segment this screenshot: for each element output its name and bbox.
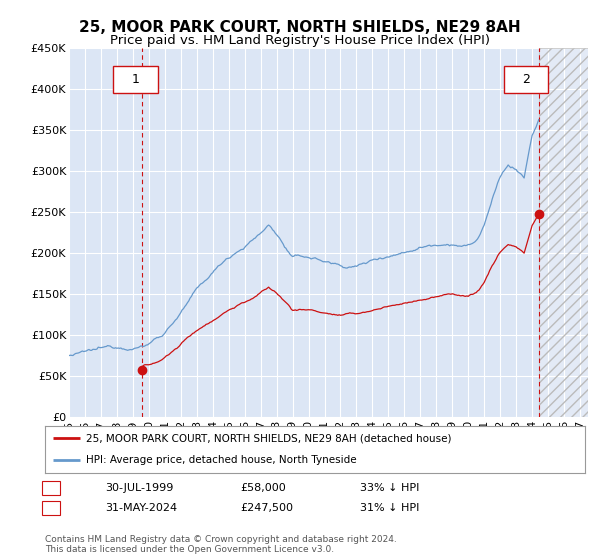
Bar	[539, 48, 588, 417]
Text: 2: 2	[47, 503, 55, 513]
Text: £58,000: £58,000	[240, 483, 286, 493]
Text: 31% ↓ HPI: 31% ↓ HPI	[360, 503, 419, 513]
Text: Price paid vs. HM Land Registry's House Price Index (HPI): Price paid vs. HM Land Registry's House …	[110, 34, 490, 46]
FancyBboxPatch shape	[503, 67, 548, 93]
Text: 2: 2	[522, 73, 530, 86]
Text: 1: 1	[132, 73, 140, 86]
FancyBboxPatch shape	[113, 67, 158, 93]
Text: 25, MOOR PARK COURT, NORTH SHIELDS, NE29 8AH (detached house): 25, MOOR PARK COURT, NORTH SHIELDS, NE29…	[86, 433, 451, 444]
Text: £247,500: £247,500	[240, 503, 293, 513]
Text: 1: 1	[47, 483, 55, 493]
Text: HPI: Average price, detached house, North Tyneside: HPI: Average price, detached house, Nort…	[86, 455, 356, 465]
Text: 25, MOOR PARK COURT, NORTH SHIELDS, NE29 8AH: 25, MOOR PARK COURT, NORTH SHIELDS, NE29…	[79, 20, 521, 35]
Text: 33% ↓ HPI: 33% ↓ HPI	[360, 483, 419, 493]
Text: 31-MAY-2024: 31-MAY-2024	[105, 503, 177, 513]
Text: Contains HM Land Registry data © Crown copyright and database right 2024.
This d: Contains HM Land Registry data © Crown c…	[45, 535, 397, 554]
Text: 30-JUL-1999: 30-JUL-1999	[105, 483, 173, 493]
